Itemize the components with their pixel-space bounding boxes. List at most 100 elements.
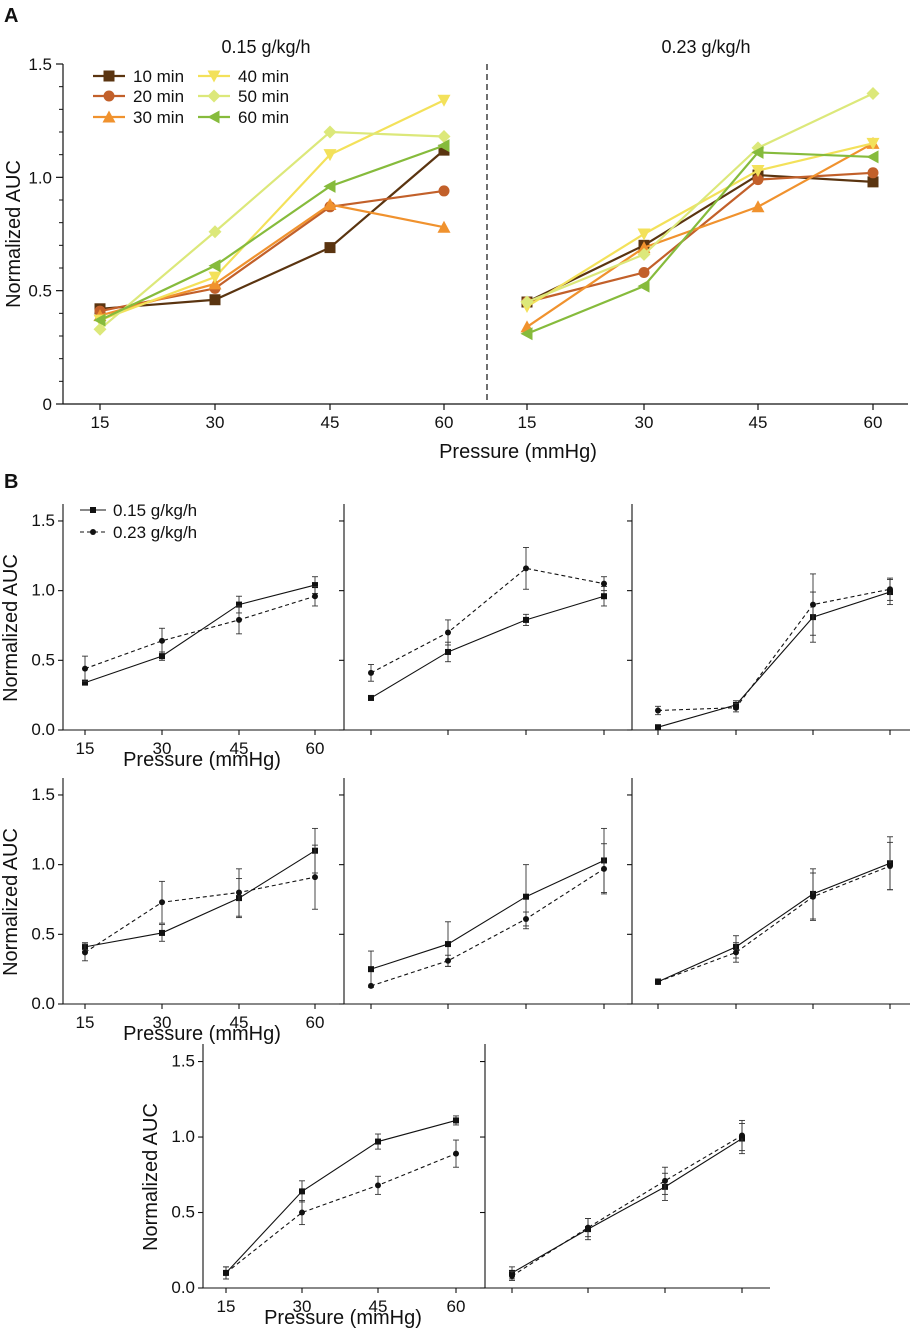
b-data-point — [601, 593, 607, 600]
a-legend-label: 10 min — [133, 67, 184, 86]
a-data-point — [637, 279, 650, 293]
b-series-line — [84, 850, 316, 948]
b-legend: 0.15 g/kg/h 0.23 g/kg/h — [80, 501, 197, 542]
b-y-tick-label: 1.5 — [31, 785, 55, 804]
b-y-tick-label: 1.0 — [31, 581, 55, 600]
b-data-point — [523, 616, 529, 623]
b-y-tick-label: 0.0 — [31, 720, 55, 739]
b-data-point — [82, 679, 88, 686]
b-data-point — [312, 874, 318, 881]
panel-a: 0 0.5 1.0 1.5 15 30 45 60 15 30 45 60 0.15 g/kg/h 0.2… — [3, 37, 908, 463]
b-data-point — [82, 949, 88, 956]
a-data-point — [437, 94, 451, 107]
b-x-tick-label: 45 — [230, 739, 249, 758]
b-y-tick-label: 1.5 — [31, 511, 55, 530]
b-data-point — [368, 694, 374, 701]
b-data-point — [223, 1269, 229, 1276]
a-x-tick-label: 45 — [321, 413, 340, 432]
b-series-line — [370, 595, 605, 699]
b-data-point — [368, 966, 374, 973]
b-data-point — [159, 637, 165, 644]
b-data-point — [312, 582, 318, 589]
b-data-point — [523, 893, 529, 900]
b-data-point — [159, 653, 165, 660]
a-data-point — [867, 176, 879, 188]
a-data-point — [93, 313, 106, 327]
a-data-point — [437, 139, 450, 153]
b-series-line — [370, 859, 605, 970]
b-series-line — [84, 595, 316, 670]
a-data-point — [93, 322, 107, 336]
b-data-point — [601, 580, 607, 587]
a-legend-label: 40 min — [238, 67, 289, 86]
b-series-line — [84, 584, 316, 684]
b-y-tick-label: 0.5 — [31, 924, 55, 943]
b-data-point — [585, 1224, 591, 1231]
b-data-point — [159, 929, 165, 936]
b-legend-label: 0.23 g/kg/h — [113, 523, 197, 542]
b-legend-marker — [90, 529, 96, 535]
a-data-point — [324, 242, 336, 254]
a-series-line — [99, 144, 445, 322]
a-data-point — [751, 145, 764, 159]
b-data-point — [445, 629, 451, 636]
a-x-tick-label: 60 — [435, 413, 454, 432]
b-series-line — [511, 1135, 743, 1277]
b-data-point — [523, 915, 529, 922]
a-data-point — [208, 271, 222, 284]
a-x-tick-label: 30 — [206, 413, 225, 432]
b-y-axis-label: Normalized AUC — [0, 828, 22, 976]
b-data-point — [453, 1150, 459, 1157]
b-x-tick-label: 30 — [153, 739, 172, 758]
a-data-point — [323, 149, 337, 162]
b-subplot-7: 0.0 0.5 1.0 1.5 15 30 45 60 Pressure (mmHg) Norma… — [140, 1044, 482, 1329]
a-data-point — [208, 225, 222, 239]
b-data-point — [445, 941, 451, 948]
b-series-line — [370, 868, 605, 987]
a-data-point — [867, 167, 879, 179]
b-x-tick-label: 30 — [153, 1013, 172, 1032]
a-title-right: 0.23 g/kg/h — [661, 37, 750, 57]
a-series-line — [526, 92, 874, 304]
b-data-point — [299, 1209, 305, 1216]
a-data-point — [638, 267, 650, 279]
b-data-point — [236, 616, 242, 623]
a-data-point — [438, 185, 450, 197]
b-series-line — [511, 1138, 743, 1274]
a-x-axis-label: Pressure (mmHg) — [439, 441, 597, 463]
a-data-point — [208, 259, 221, 273]
b-series-line — [225, 1153, 457, 1274]
a-data-point — [437, 220, 451, 233]
a-data-point — [752, 174, 764, 186]
b-data-point — [236, 889, 242, 896]
b-data-point — [159, 899, 165, 906]
a-series-line — [99, 99, 445, 322]
a-data-point — [437, 130, 451, 144]
b-data-point — [299, 1188, 305, 1195]
a-data-point — [637, 228, 651, 241]
b-x-tick-label: 15 — [76, 1013, 95, 1032]
b-data-point — [445, 957, 451, 964]
a-legend-label: 20 min — [133, 87, 184, 106]
b-data-point — [733, 949, 739, 956]
b-y-tick-label: 1.0 — [171, 1127, 195, 1146]
a-y-tick-label: 1.5 — [28, 55, 52, 74]
b-series-line — [225, 1119, 457, 1274]
a-data-point — [323, 125, 337, 139]
a-data-point — [866, 150, 879, 164]
a-legend-marker — [103, 90, 115, 102]
b-series-line — [657, 862, 891, 983]
a-data-point — [751, 165, 765, 178]
a-x-tick-label: 45 — [749, 413, 768, 432]
b-data-point — [733, 704, 739, 711]
a-legend-marker — [102, 110, 116, 123]
b-series-line — [657, 865, 891, 983]
a-y-tick-label: 0 — [43, 395, 52, 414]
a-legend-marker — [207, 89, 221, 103]
a-data-point — [751, 200, 765, 213]
a-data-point — [520, 295, 534, 309]
b-x-tick-label: 45 — [369, 1297, 388, 1316]
b-y-tick-label: 0.5 — [171, 1203, 195, 1222]
b-x-tick-label: 15 — [76, 739, 95, 758]
